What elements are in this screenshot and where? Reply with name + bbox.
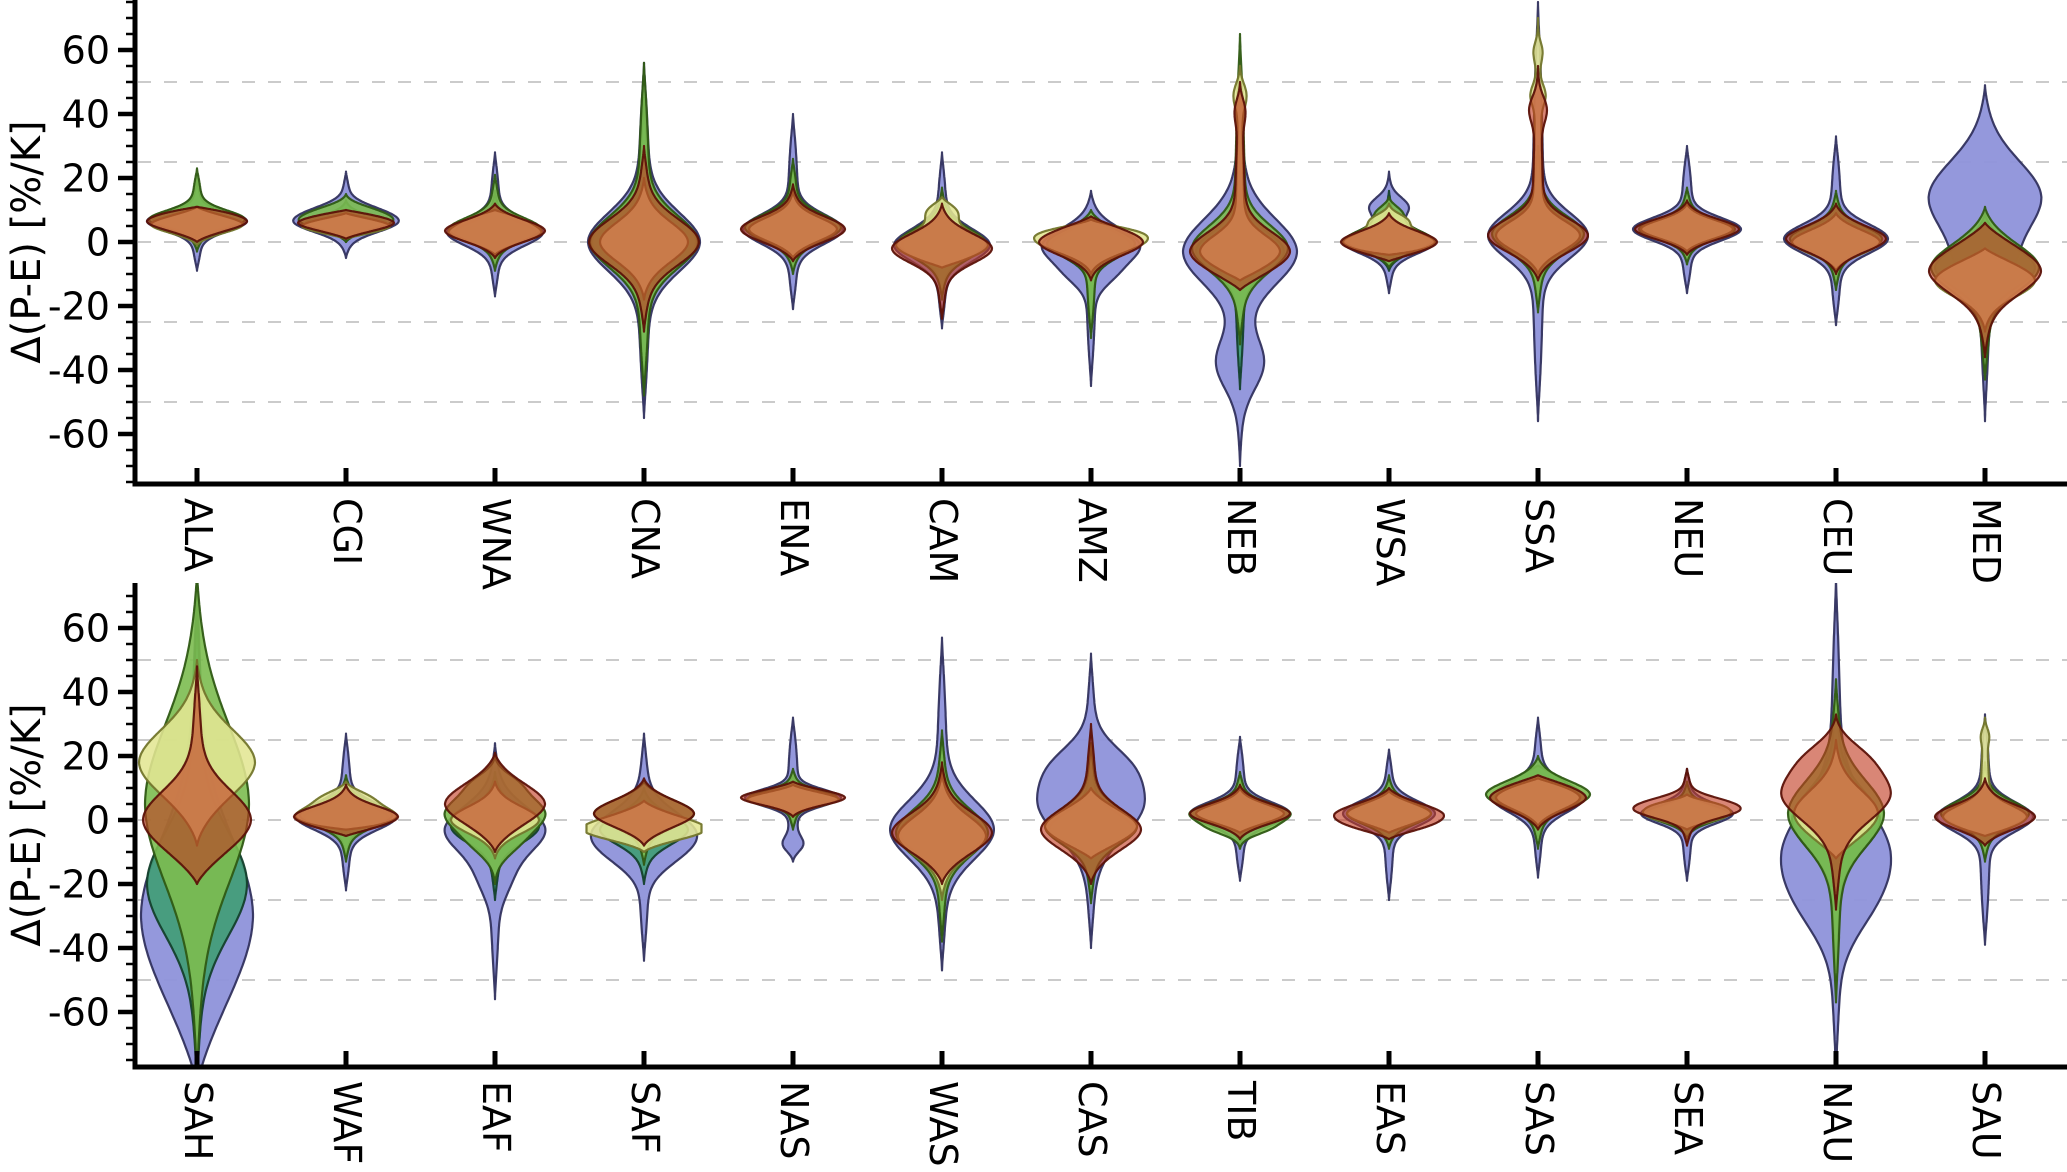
violin-NEU-red-ensemble	[1633, 199, 1741, 256]
violin-SSA-red-ensemble	[1487, 64, 1589, 282]
violin-SAU-red-ensemble	[1933, 777, 2037, 847]
y-tick-label: -40	[48, 348, 110, 392]
y-tick-label: -20	[48, 862, 110, 906]
violin-WNA-red-ensemble	[443, 202, 547, 260]
violin-CAM-red-ensemble	[890, 202, 994, 320]
violin-NAU-red-ensemble	[1780, 713, 1892, 911]
x-category-label-NAS: NAS	[772, 1081, 816, 1160]
x-category-label-SAS: SAS	[1517, 1081, 1561, 1156]
x-category-label-WSA: WSA	[1368, 498, 1412, 586]
panel-bottom: 60 40 20 0 -20 -40 -60 SAH WAF EAF SAF NAS WAS CAS TIB…	[4, 583, 2067, 1167]
y-tick-label: -40	[48, 926, 110, 970]
y-tick-label: 20	[62, 156, 110, 200]
x-category-label-SSA: SSA	[1517, 498, 1561, 573]
y-tick-label: 60	[62, 606, 110, 650]
x-category-label-CNA: CNA	[623, 498, 667, 579]
y-axis-label: Δ(P-E) [%/K]	[4, 703, 50, 946]
violin-SEA-red-ensemble	[1632, 767, 1742, 847]
x-category-label-EAF: EAF	[474, 1081, 518, 1153]
x-category-label-WAS: WAS	[921, 1081, 965, 1167]
x-category-label-TIB: TIB	[1219, 1080, 1263, 1142]
x-category-label-MED: MED	[1964, 498, 2008, 584]
x-category-label-NEB: NEB	[1219, 498, 1263, 577]
x-category-label-CAM: CAM	[921, 498, 965, 583]
y-tick-label: 60	[62, 28, 110, 72]
violin-SAF-red-ensemble	[592, 777, 696, 847]
x-category-label-SEA: SEA	[1666, 1081, 1710, 1155]
x-category-label-AMZ: AMZ	[1070, 498, 1114, 583]
violin-CNA-red-ensemble	[587, 144, 701, 333]
x-category-label-WAF: WAF	[325, 1081, 369, 1164]
y-tick-label: 40	[62, 92, 110, 136]
x-category-label-NEU: NEU	[1666, 498, 1710, 578]
violin-WAF-red-ensemble	[292, 783, 400, 838]
x-category-label-CEU: CEU	[1815, 498, 1859, 576]
violin-NEB-red-ensemble	[1188, 80, 1292, 292]
y-tick-label: -60	[48, 412, 110, 456]
x-category-label-EAS: EAS	[1368, 1081, 1412, 1155]
violin-AMZ-red-ensemble	[1037, 215, 1145, 282]
x-category-label-CGI: CGI	[325, 498, 369, 565]
x-category-label-SAF: SAF	[623, 1081, 667, 1154]
y-tick-label: 0	[86, 798, 110, 842]
violin-EAF-red-ensemble	[443, 751, 547, 854]
violin-layer	[137, 583, 2037, 1067]
violin-layer	[145, 0, 2043, 468]
y-tick-label: 20	[62, 734, 110, 778]
violin-CGI-red-ensemble	[296, 208, 396, 240]
x-category-label-ALA: ALA	[176, 498, 220, 572]
violin-MED-red-ensemble	[1927, 221, 2043, 359]
violin-SAS-red-ensemble	[1488, 774, 1588, 831]
violin-CAS-red-ensemble	[1039, 722, 1143, 886]
y-tick-label: -60	[48, 990, 110, 1034]
y-tick-label: 40	[62, 670, 110, 714]
y-axis-label: Δ(P-E) [%/K]	[4, 120, 50, 363]
violin-EAS-red-ensemble	[1333, 786, 1445, 841]
violin-SAH-red-ensemble	[141, 665, 253, 886]
x-category-label-SAH: SAH	[176, 1081, 220, 1160]
x-category-label-CAS: CAS	[1070, 1081, 1114, 1158]
panel-top: 60 40 20 0 -20 -40 -60 ALA CGI WNA CNA ENA CAM AMZ NEB…	[4, 0, 2067, 590]
x-category-label-SAU: SAU	[1964, 1081, 2008, 1160]
x-category-label-NAU: NAU	[1815, 1081, 1859, 1163]
violin-CEU-red-ensemble	[1784, 202, 1888, 276]
violin-WSA-red-ensemble	[1339, 212, 1439, 263]
x-category-label-WNA: WNA	[474, 498, 518, 590]
violin-ENA-red-ensemble	[739, 183, 847, 263]
violin-WAS-red-ensemble	[890, 761, 994, 886]
y-tick-label: 0	[86, 220, 110, 264]
y-tick-label: -20	[48, 284, 110, 328]
violin-NAS-red-ensemble	[739, 780, 847, 818]
x-category-label-ENA: ENA	[772, 498, 816, 576]
violin-TIB-red-ensemble	[1188, 783, 1292, 841]
violin-ALA-red-ensemble	[145, 205, 249, 244]
